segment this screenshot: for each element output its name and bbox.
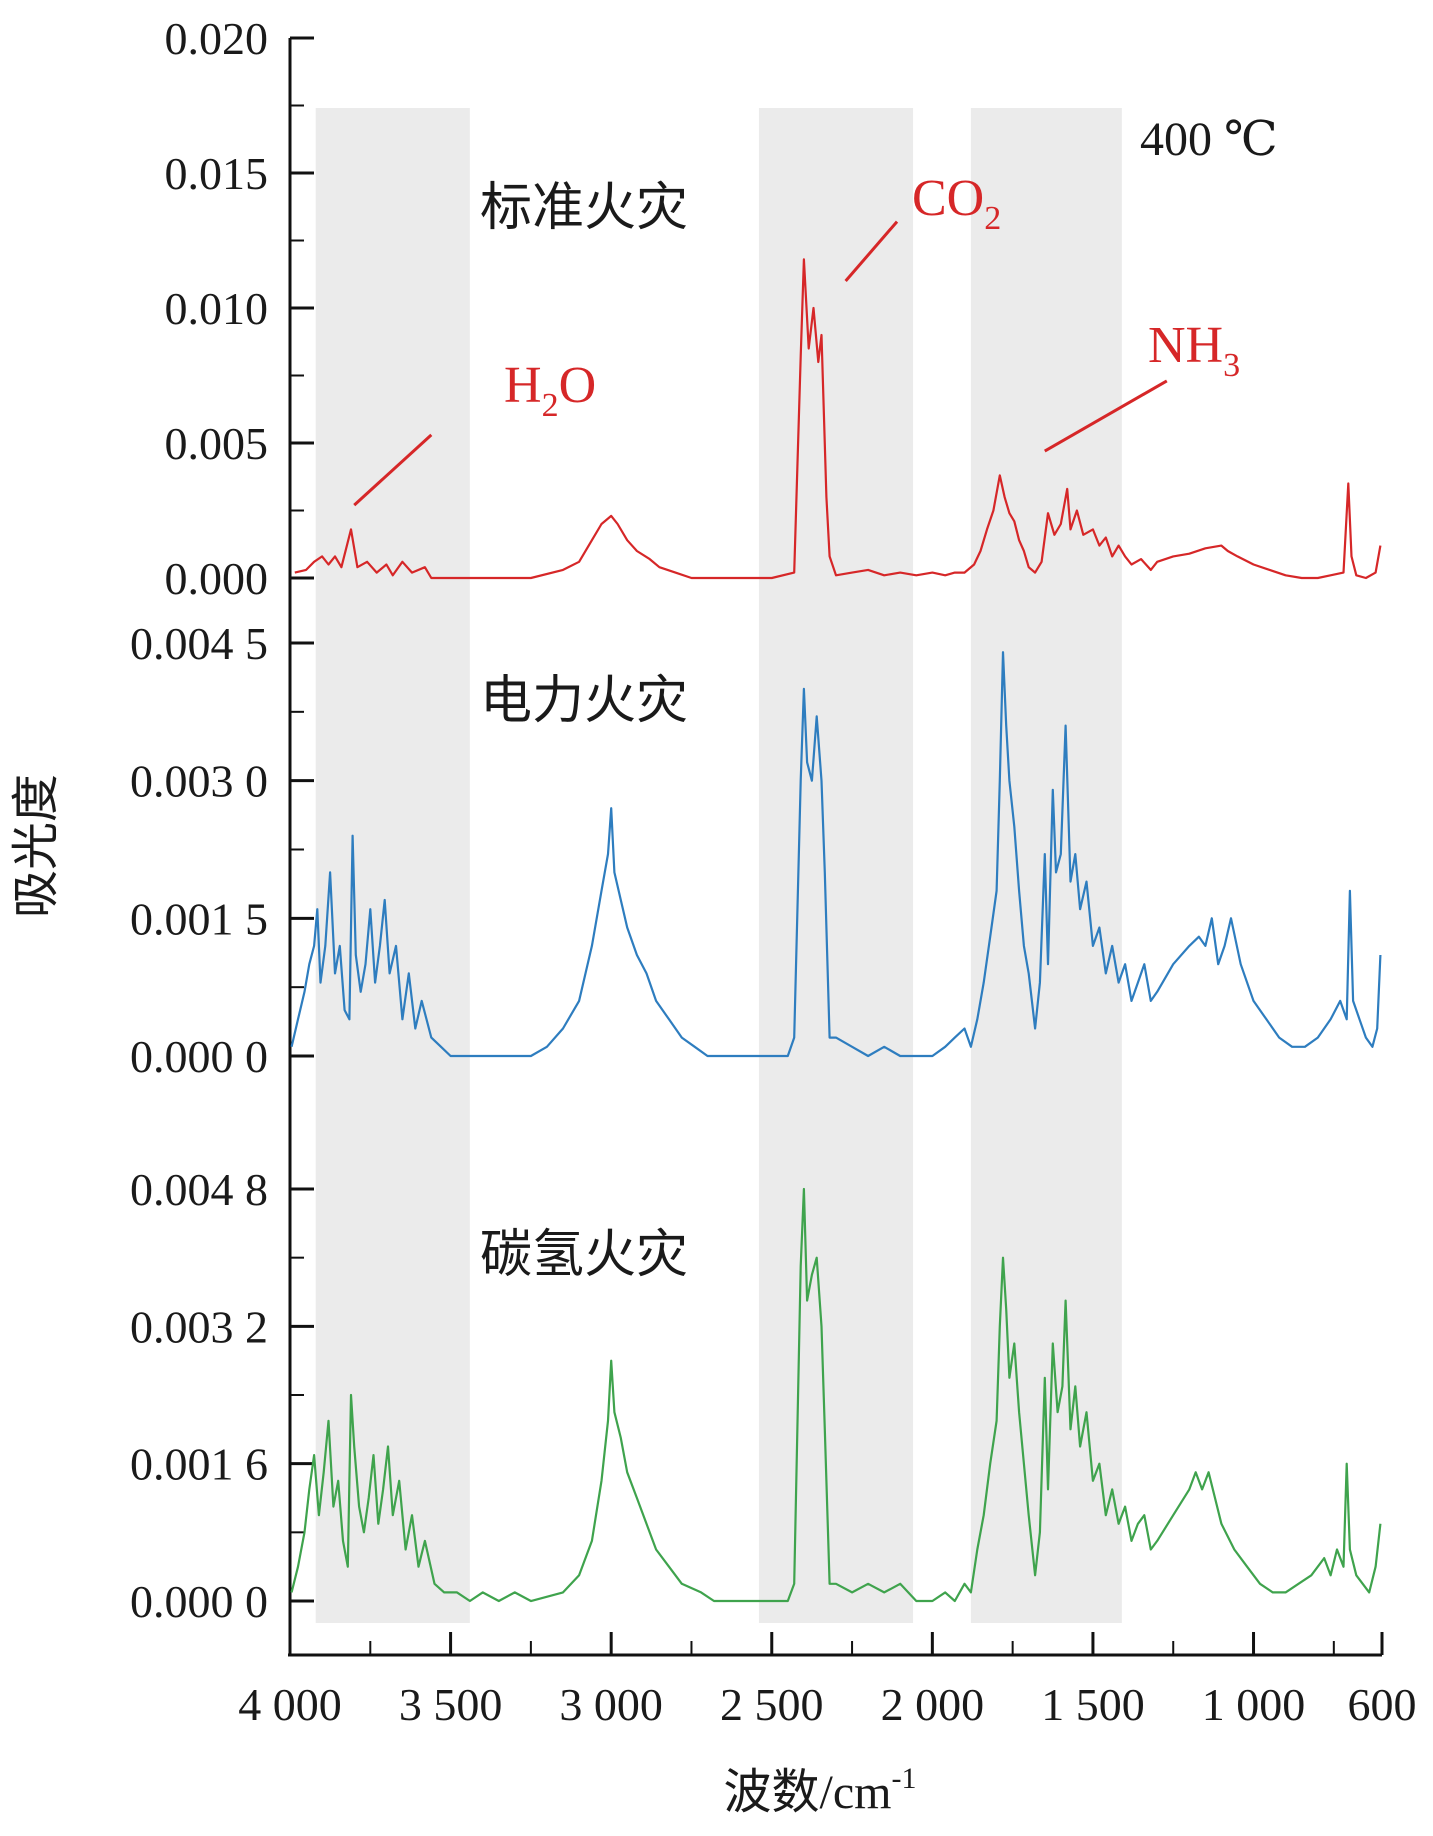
y-tick-label-2-2: 0.001 5	[130, 893, 268, 944]
y-tick-label-1-1: 0.000	[165, 553, 269, 604]
y-tick-label-3-1: 0.000 0	[130, 1576, 268, 1627]
series-line-3	[290, 1187, 1382, 1603]
annotation-main-1: H	[504, 357, 542, 414]
panel-label-3: 碳氢火灾	[480, 1227, 688, 1284]
annotation-sub-1: 2	[542, 387, 559, 424]
y-tick-label-3-2: 0.001 6	[130, 1439, 268, 1490]
x-tick-label-4: 2 500	[720, 1679, 824, 1730]
annotation-label-3: NH3	[1148, 317, 1240, 384]
panel-label-1: 标准火灾	[480, 180, 688, 237]
temperature-label: 400 ℃	[1140, 113, 1278, 166]
x-tick-label-7: 1 000	[1202, 1679, 1306, 1730]
annotation-label-2: CO2	[912, 170, 1001, 237]
y-tick-label-1-2: 0.005	[165, 418, 269, 469]
x-tick-label-2: 3 500	[399, 1679, 503, 1730]
x-tick-label-5: 2 000	[881, 1679, 985, 1730]
x-tick-label-6: 1 500	[1041, 1679, 1145, 1730]
highlight-band-1	[315, 108, 470, 1623]
spectra-series	[290, 258, 1382, 1603]
y-tick-label-3-4: 0.004 8	[130, 1164, 268, 1215]
highlight-band-2	[758, 108, 914, 1623]
x-tick-label-8: 600	[1348, 1679, 1417, 1730]
x-axis-title: 波数/cm-1	[724, 1762, 917, 1819]
annotation-main-2: CO	[912, 170, 984, 227]
y-ticks: 0.000 0.005 0.010 0.015 0.020 0.000 0 0.001 5 0…	[130, 13, 314, 1627]
y-tick-label-1-5: 0.020	[165, 13, 269, 64]
highlight-band-3	[970, 108, 1122, 1623]
y-axis-title: 吸光度	[10, 774, 63, 918]
y-tick-label-1-4: 0.015	[165, 148, 269, 199]
highlight-bands	[315, 108, 1122, 1623]
series-line-2	[290, 651, 1382, 1058]
x-axis-title-main: 波数/cm	[724, 1766, 892, 1819]
panel-label-2: 电力火灾	[480, 673, 688, 730]
y-tick-label-1-3: 0.010	[165, 283, 269, 334]
annotation-leader-1	[353, 433, 433, 507]
y-tick-label-2-3: 0.003 0	[130, 756, 268, 807]
x-tick-label-3: 3 000	[559, 1679, 663, 1730]
y-tick-label-3-3: 0.003 2	[130, 1301, 268, 1352]
annotation-tail-1: O	[559, 357, 597, 414]
x-axis-title-sup: -1	[891, 1762, 916, 1795]
y-tick-label-2-1: 0.000 0	[130, 1031, 268, 1082]
annotation-leader-3	[1044, 379, 1168, 453]
x-tick-label-1: 4 000	[238, 1679, 342, 1730]
annotation-sub-3: 3	[1223, 347, 1240, 384]
annotation-label-1: H2O	[504, 357, 596, 424]
y-tick-label-2-4: 0.004 5	[130, 618, 268, 669]
annotation-main-3: NH	[1148, 317, 1223, 374]
annotation-leader-2	[844, 220, 899, 282]
annotation-sub-2: 2	[984, 200, 1001, 237]
series-line-1	[294, 258, 1382, 580]
x-ticks: 4 000 3 500 3 000 2 500 2 000 1 500 1 000 600	[238, 1632, 1417, 1730]
